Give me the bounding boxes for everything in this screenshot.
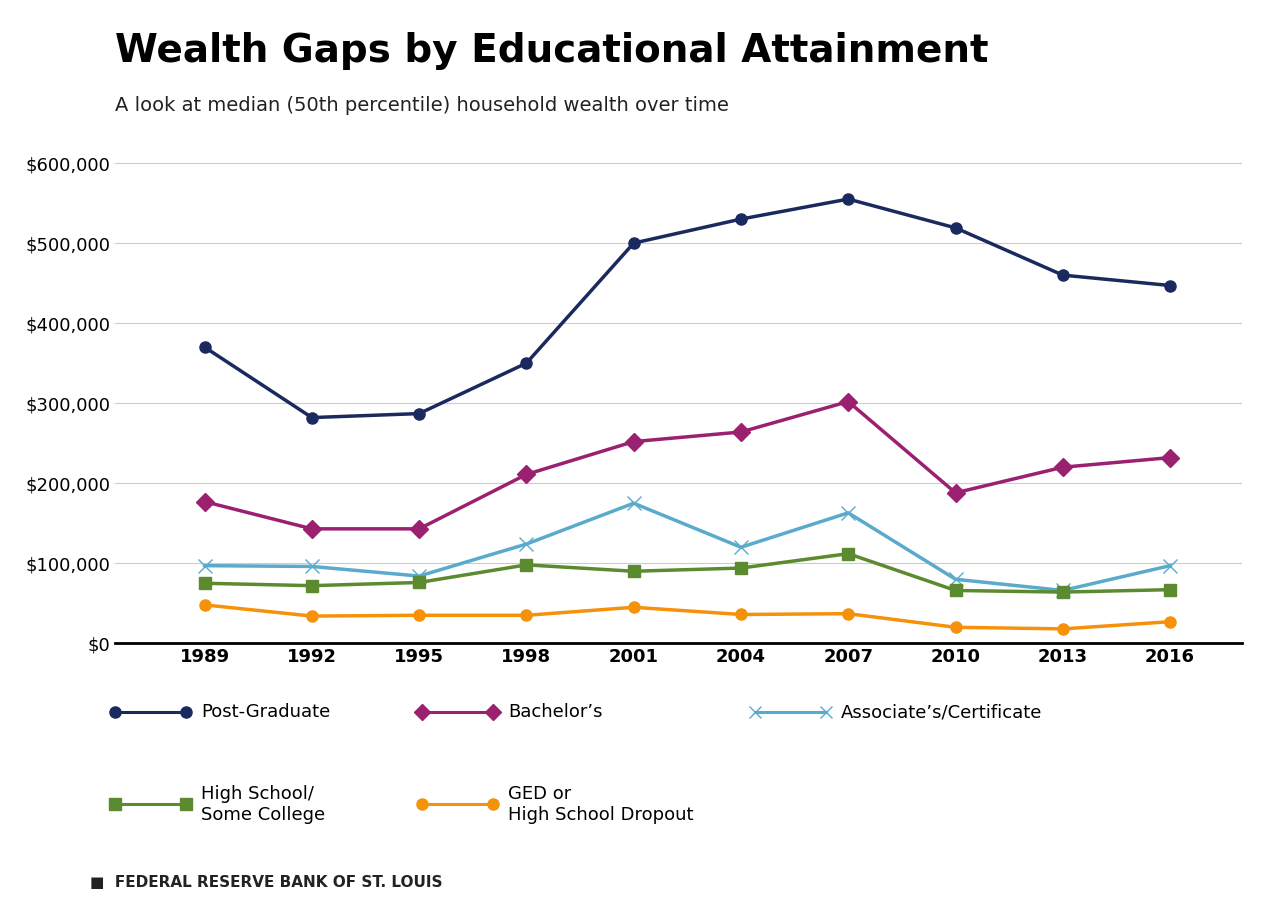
Text: Post-Graduate: Post-Graduate bbox=[201, 703, 330, 721]
Text: Associate’s/Certificate: Associate’s/Certificate bbox=[841, 703, 1042, 721]
Text: A look at median (50th percentile) household wealth over time: A look at median (50th percentile) house… bbox=[115, 96, 730, 116]
Text: Wealth Gaps by Educational Attainment: Wealth Gaps by Educational Attainment bbox=[115, 32, 988, 70]
Text: GED or
High School Dropout: GED or High School Dropout bbox=[508, 785, 694, 823]
Text: ■  FEDERAL RESERVE BANK OF ST. LOUIS: ■ FEDERAL RESERVE BANK OF ST. LOUIS bbox=[90, 875, 442, 890]
Text: High School/
Some College: High School/ Some College bbox=[201, 785, 325, 823]
Text: Bachelor’s: Bachelor’s bbox=[508, 703, 603, 721]
